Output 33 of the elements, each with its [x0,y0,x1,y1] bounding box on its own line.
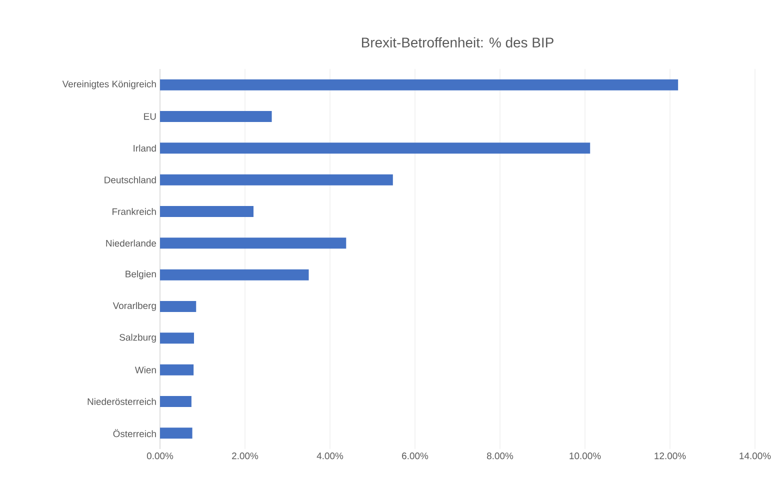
y-tick-label: Wien [134,366,156,374]
y-tick-label: Deutschland [104,176,156,184]
bar [160,269,309,280]
y-tick-label: EU [144,113,156,120]
y-tick-label: Österreich [113,429,156,438]
bar [160,111,272,122]
y-tick-label: Niederösterreich [88,398,156,405]
x-tick-label: 0.00% [146,452,174,460]
bar [160,238,346,249]
bar [160,206,254,218]
x-tick-label: 4.00% [316,452,344,460]
bar [160,79,678,90]
x-tick-label: 14.00% [740,452,771,460]
x-tick-label: 6.00% [402,452,428,460]
bar [160,174,393,186]
y-tick-label: Niederlande [106,240,156,247]
bar [160,142,590,154]
bar [160,332,194,344]
x-tick-label: 12.00% [654,452,686,460]
y-tick-label: Belgien [126,270,156,280]
x-tick-label: 10.00% [570,452,601,460]
bar [160,396,192,408]
bar [160,364,194,376]
y-tick-label: Frankreich [112,208,156,215]
y-tick-label: Salzburg [120,334,156,343]
bar [160,428,192,439]
x-tick-label: 2.00% [232,452,258,460]
y-tick-label: Irland [134,144,156,152]
x-tick-label: 8.00% [486,452,514,460]
y-tick-label: Vorarlberg [112,302,156,311]
y-tick-label: Vereinigtes Königreich [62,80,156,90]
bar [160,301,196,312]
chart-title: Brexit-Betroffenheit: % des BIP [362,37,554,48]
